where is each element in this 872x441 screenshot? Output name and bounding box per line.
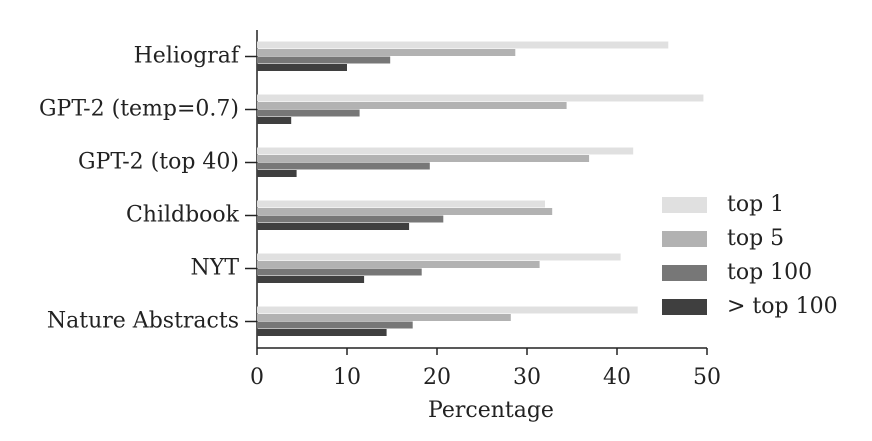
bar: [257, 314, 511, 321]
x-axis-label: Percentage: [428, 398, 554, 423]
bar: [257, 162, 430, 170]
x-tick-label: 40: [603, 365, 631, 390]
bar: [257, 215, 444, 223]
bar: [257, 208, 553, 215]
legend-label: > top 100: [727, 294, 838, 319]
bar: [257, 147, 634, 155]
bar: [257, 94, 704, 102]
bar: [257, 223, 410, 230]
bar: [257, 276, 365, 283]
legend-label: top 100: [727, 260, 812, 285]
bar: [257, 64, 347, 71]
bar: [257, 261, 540, 268]
bar: [257, 306, 638, 314]
bar: [257, 49, 516, 56]
legend-swatch: [662, 197, 707, 213]
x-tick-label: 20: [423, 365, 451, 390]
x-tick-label: 50: [693, 365, 721, 390]
x-tick-label: 0: [250, 365, 264, 390]
x-tick-label: 30: [513, 365, 541, 390]
bar: [257, 170, 297, 177]
y-tick-label: Nature Abstracts: [47, 309, 239, 334]
bar: [257, 102, 567, 109]
legend-label: top 5: [727, 226, 784, 251]
bar: [257, 117, 292, 124]
legend-swatch: [662, 299, 707, 315]
bar: [257, 41, 669, 49]
legend-swatch: [662, 265, 707, 281]
y-tick-label: NYT: [191, 256, 240, 281]
bar: [257, 329, 387, 336]
bar: [257, 321, 413, 329]
bar: [257, 200, 545, 208]
bar: [257, 253, 621, 261]
y-tick-label: GPT-2 (temp=0.7): [39, 97, 239, 122]
bar: [257, 268, 422, 276]
y-tick-label: Heliograf: [134, 44, 241, 69]
x-tick-label: 10: [333, 365, 361, 390]
legend-swatch: [662, 231, 707, 247]
bar: [257, 56, 391, 64]
legend-label: top 1: [727, 192, 784, 217]
bar: [257, 155, 590, 162]
bar: [257, 109, 360, 117]
y-tick-label: GPT-2 (top 40): [78, 150, 239, 175]
y-tick-label: Childbook: [126, 203, 240, 228]
